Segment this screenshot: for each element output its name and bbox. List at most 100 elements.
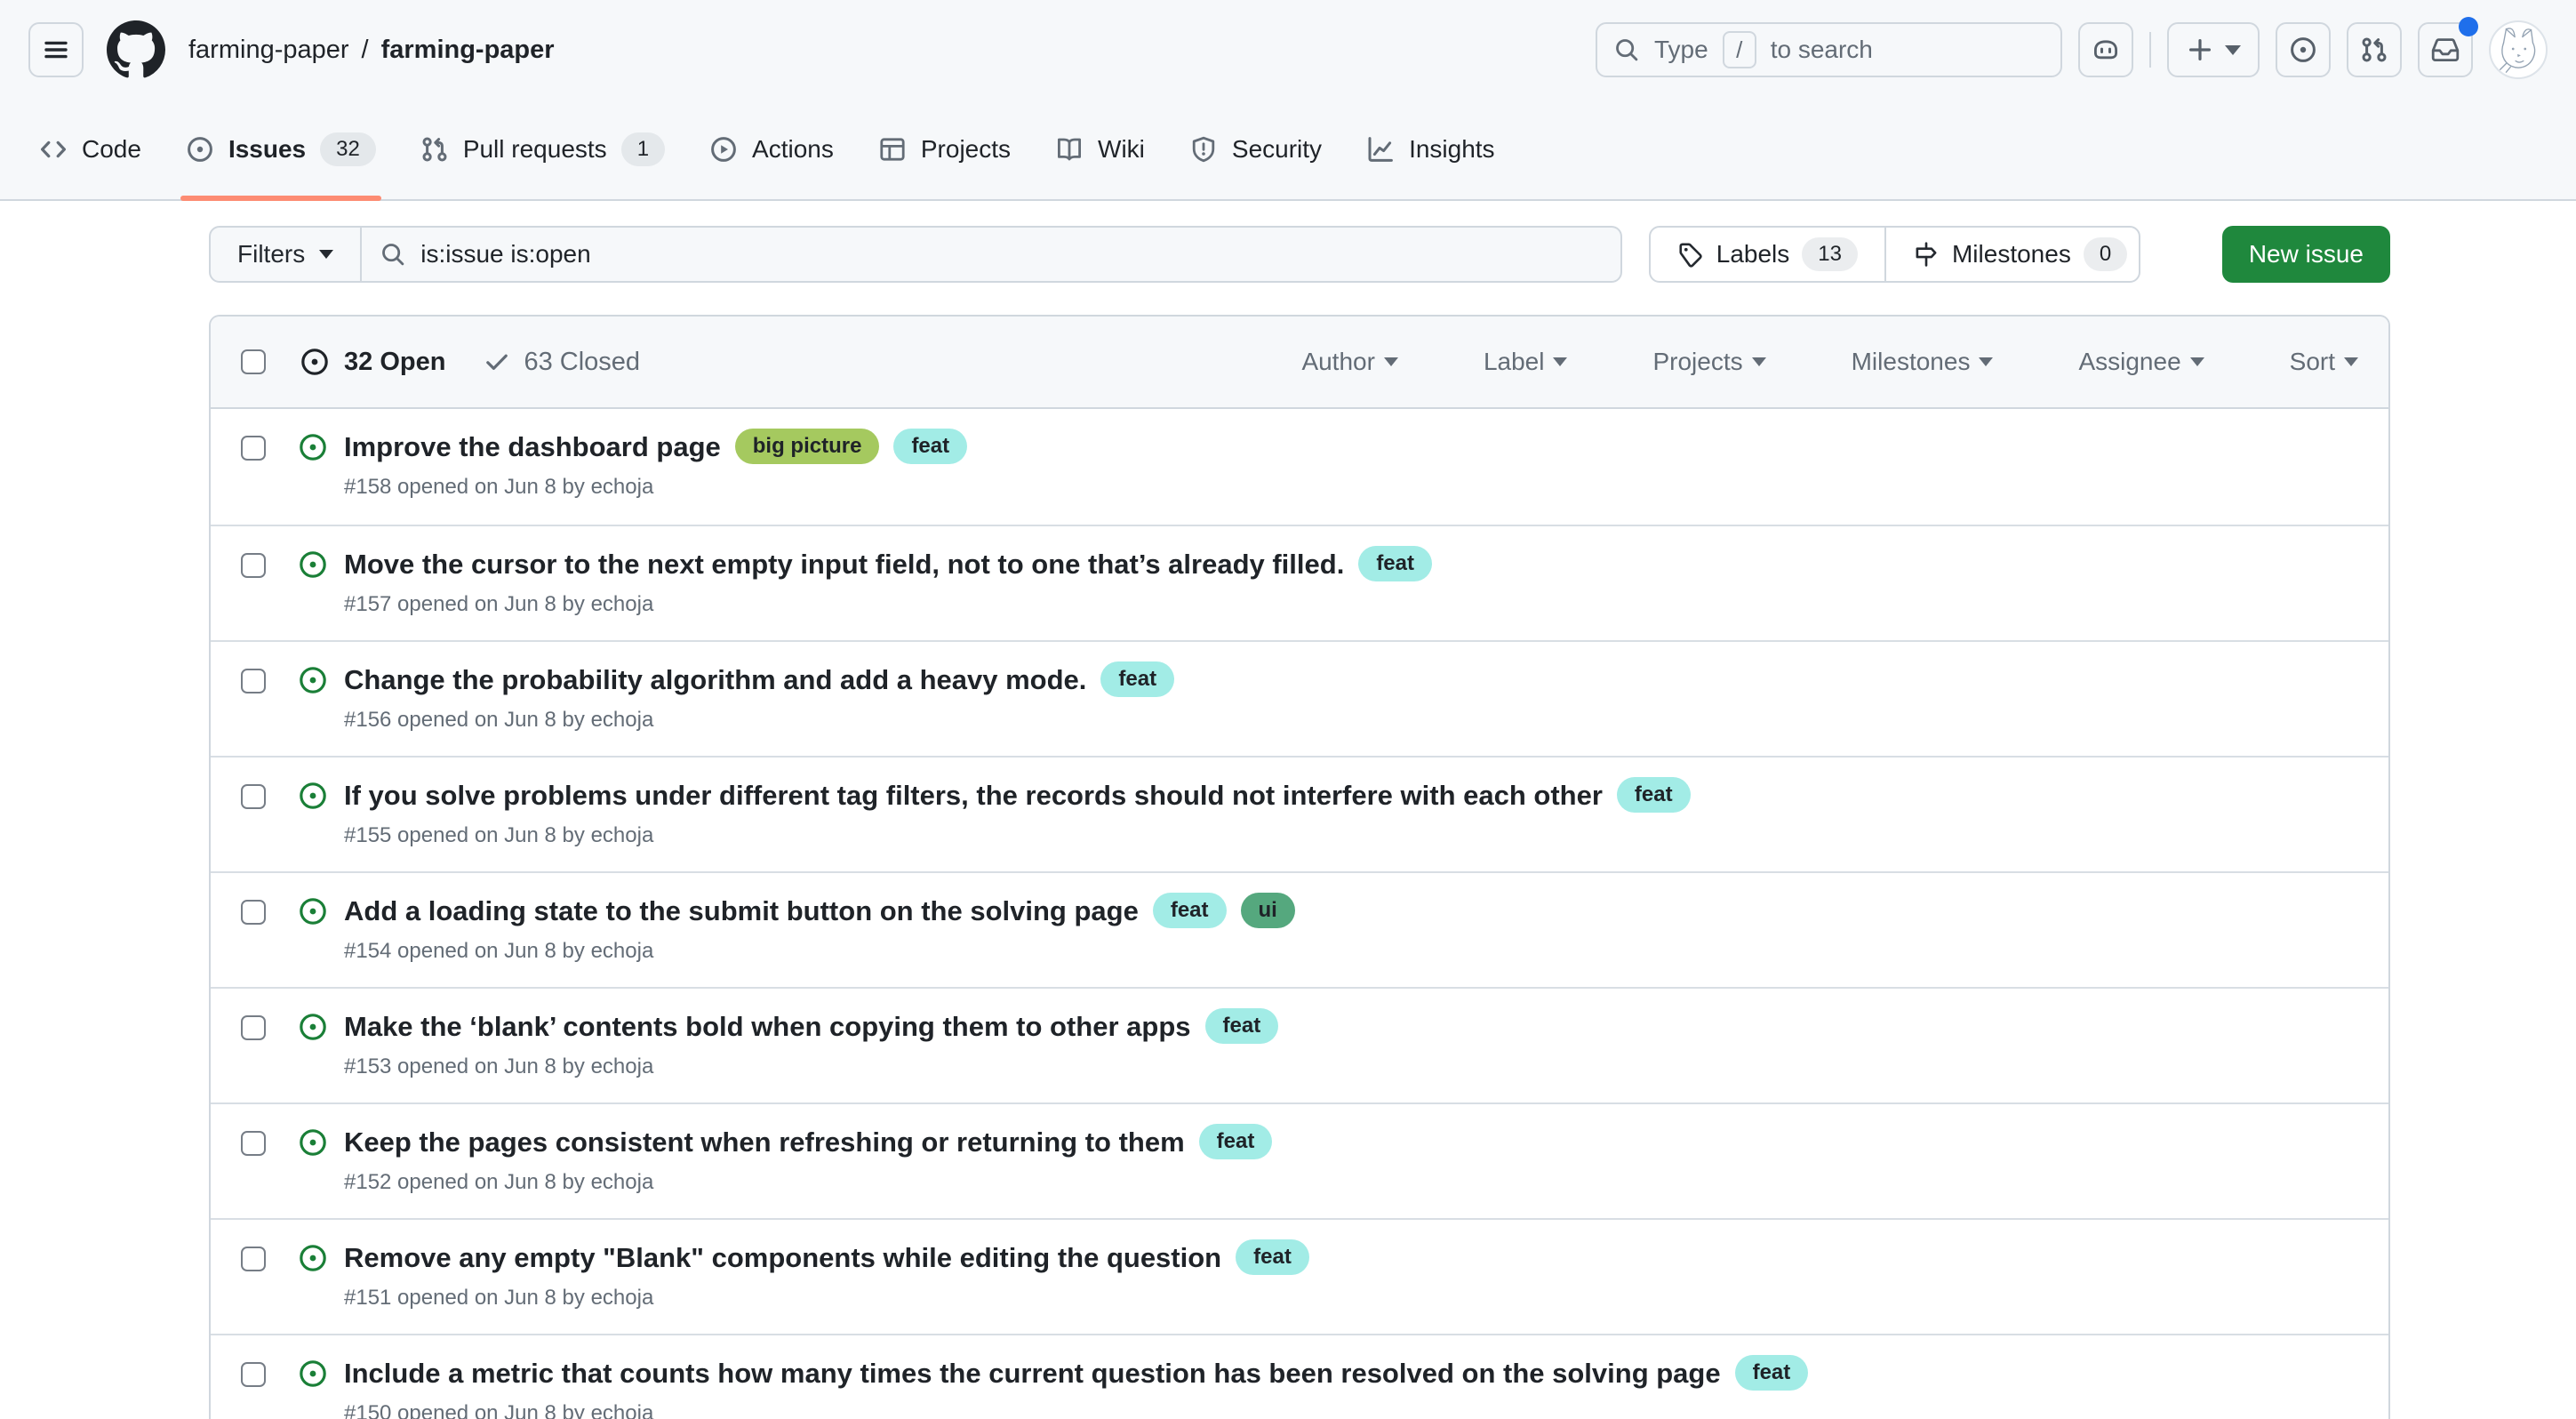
- issue-label-feat[interactable]: feat: [1100, 661, 1175, 697]
- select-all-checkbox[interactable]: [241, 349, 266, 374]
- issue-label-feat[interactable]: feat: [1198, 1124, 1273, 1159]
- inbox-button[interactable]: [2418, 17, 2478, 77]
- graph-icon: [1366, 135, 1395, 164]
- issue-checkbox[interactable]: [241, 784, 266, 809]
- copilot-icon: [2092, 36, 2120, 64]
- issue-checkbox[interactable]: [241, 669, 266, 693]
- issue-label-feat[interactable]: feat: [1616, 777, 1691, 813]
- create-new-button[interactable]: [2167, 22, 2260, 77]
- tab-label: Code: [82, 135, 141, 163]
- hamburger-menu-button[interactable]: [28, 22, 84, 77]
- issue-opened-icon: [186, 135, 214, 164]
- chevron-down-icon: [1979, 357, 1994, 366]
- issue-meta: #151 opened on Jun 8 by echoja: [344, 1286, 654, 1310]
- tab-wiki[interactable]: Wiki: [1039, 100, 1161, 199]
- issue-content: Keep the pages consistent when refreshin…: [344, 1124, 1273, 1195]
- issue-meta: #158 opened on Jun 8 by echoja: [344, 475, 654, 499]
- issue-label-ui[interactable]: ui: [1240, 893, 1295, 928]
- issue-label-feat[interactable]: feat: [1152, 893, 1227, 928]
- tab-projects[interactable]: Projects: [862, 100, 1027, 199]
- list-filter-projects[interactable]: Projects: [1652, 348, 1766, 376]
- tab-issues[interactable]: Issues 32: [170, 100, 392, 201]
- inbox-icon: [2431, 36, 2460, 64]
- issue-content: Change the probability algorithm and add…: [344, 661, 1175, 733]
- issue-title-link[interactable]: Make the ‘blank’ contents bold when copy…: [344, 1011, 1191, 1042]
- labels-button[interactable]: Labels 13: [1651, 228, 1884, 281]
- chevron-down-icon: [319, 250, 334, 259]
- git-pull-request-icon: [2360, 36, 2388, 64]
- tab-label: Projects: [920, 135, 1012, 163]
- issues-search-query: is:issue is:open: [420, 240, 591, 268]
- avatar[interactable]: [2489, 20, 2548, 79]
- tab-actions[interactable]: Actions: [693, 100, 850, 199]
- issue-title-link[interactable]: Improve the dashboard page: [344, 431, 721, 462]
- tab-code[interactable]: Code: [23, 100, 157, 199]
- open-issues-toggle[interactable]: 32 Open: [300, 347, 445, 377]
- code-icon: [39, 135, 68, 164]
- issue-content: Move the cursor to the next empty input …: [344, 546, 1432, 617]
- issue-title-link[interactable]: Add a loading state to the submit button…: [344, 895, 1139, 926]
- notification-dot: [2459, 17, 2478, 36]
- tab-security[interactable]: Security: [1173, 100, 1338, 199]
- list-filter-milestones[interactable]: Milestones: [1852, 348, 1994, 376]
- header-actions: Type / to search: [1596, 17, 2548, 79]
- breadcrumb-repo[interactable]: farming-paper: [380, 35, 555, 64]
- issue-content: Include a metric that counts how many ti…: [344, 1355, 1809, 1419]
- issue-title-line: Add a loading state to the submit button…: [344, 893, 1295, 930]
- issue-label-feat[interactable]: feat: [1204, 1008, 1279, 1044]
- issue-label-feat[interactable]: feat: [893, 429, 968, 464]
- list-filter-menus: Author Label Projects Milestones Assignee Sor…: [1301, 348, 2358, 376]
- issue-label-feat[interactable]: feat: [1734, 1355, 1809, 1391]
- issue-label-feat[interactable]: feat: [1236, 1239, 1309, 1275]
- issue-title-line: Keep the pages consistent when refreshin…: [344, 1124, 1273, 1161]
- filters-dropdown-button[interactable]: Filters: [209, 226, 363, 283]
- issue-title-link[interactable]: If you solve problems under different ta…: [344, 780, 1603, 811]
- issue-title-link[interactable]: Change the probability algorithm and add…: [344, 664, 1087, 695]
- slash-key-hint: /: [1722, 31, 1756, 68]
- issue-row: Change the probability algorithm and add…: [211, 640, 2388, 756]
- tab-pull-requests[interactable]: Pull requests 1: [404, 100, 681, 199]
- issue-row: If you solve problems under different ta…: [211, 756, 2388, 871]
- list-filter-sort[interactable]: Sort: [2290, 348, 2358, 376]
- list-filter-label[interactable]: Label: [1484, 348, 1568, 376]
- milestones-button[interactable]: Milestones 0: [1884, 228, 2139, 281]
- issue-title-link[interactable]: Remove any empty "Blank" components whil…: [344, 1242, 1222, 1273]
- list-filter-assignee[interactable]: Assignee: [2078, 348, 2204, 376]
- chevron-down-icon: [2344, 357, 2358, 366]
- github-logo[interactable]: [107, 20, 165, 79]
- issue-checkbox[interactable]: [241, 1362, 266, 1387]
- issues-search-input[interactable]: is:issue is:open: [362, 226, 1622, 283]
- milestone-icon: [1913, 241, 1940, 268]
- issue-checkbox[interactable]: [241, 1015, 266, 1040]
- your-pull-requests-button[interactable]: [2347, 22, 2402, 77]
- issue-checkbox[interactable]: [241, 553, 266, 578]
- issue-title-line: Make the ‘blank’ contents bold when copy…: [344, 1008, 1279, 1046]
- list-filter-author[interactable]: Author: [1301, 348, 1398, 376]
- issues-toolbar: Filters is:issue is:open Labels 13: [209, 226, 2390, 283]
- issue-title-link[interactable]: Include a metric that counts how many ti…: [344, 1358, 1721, 1389]
- issue-label-feat[interactable]: feat: [1358, 546, 1432, 581]
- issue-content: Add a loading state to the submit button…: [344, 893, 1295, 964]
- your-issues-button[interactable]: [2276, 22, 2331, 77]
- copilot-button[interactable]: [2078, 22, 2133, 77]
- breadcrumb-separator: /: [361, 35, 369, 64]
- tab-label: Pull requests: [462, 135, 607, 163]
- closed-count-label: 63 Closed: [524, 347, 641, 376]
- global-search-input[interactable]: Type / to search: [1596, 22, 2062, 77]
- breadcrumb-owner[interactable]: farming-paper: [188, 35, 349, 64]
- tab-insights[interactable]: Insights: [1350, 100, 1511, 199]
- issue-checkbox[interactable]: [241, 436, 266, 461]
- closed-issues-toggle[interactable]: 63 Closed: [483, 348, 640, 377]
- issue-opened-icon: [301, 349, 328, 375]
- issue-checkbox[interactable]: [241, 1131, 266, 1156]
- filter-label: Projects: [1652, 348, 1743, 375]
- issue-title-link[interactable]: Move the cursor to the next empty input …: [344, 549, 1345, 580]
- issue-checkbox[interactable]: [241, 1247, 266, 1271]
- issue-title-line: Improve the dashboard page big picture fea…: [344, 429, 968, 466]
- issue-content: Remove any empty "Blank" components whil…: [344, 1239, 1309, 1311]
- issue-label-big-picture[interactable]: big picture: [734, 429, 880, 464]
- new-issue-button[interactable]: New issue: [2221, 226, 2390, 283]
- issue-meta: #155 opened on Jun 8 by echoja: [344, 823, 654, 847]
- issue-checkbox[interactable]: [241, 900, 266, 925]
- issue-title-link[interactable]: Keep the pages consistent when refreshin…: [344, 1126, 1185, 1158]
